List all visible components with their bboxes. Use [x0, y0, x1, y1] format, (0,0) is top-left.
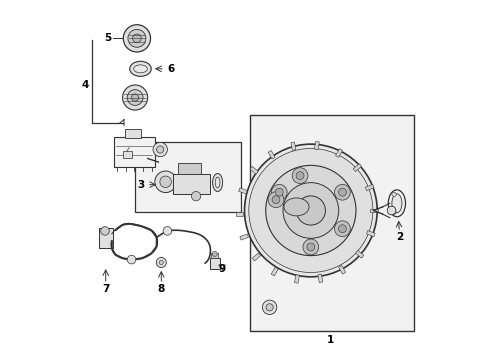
Bar — [366, 231, 374, 237]
Circle shape — [191, 192, 201, 201]
Circle shape — [128, 30, 145, 47]
Ellipse shape — [387, 190, 405, 217]
Bar — [314, 141, 319, 150]
Circle shape — [123, 25, 150, 52]
Text: 7: 7 — [102, 284, 109, 294]
Circle shape — [334, 184, 349, 200]
Bar — [99, 228, 113, 248]
Circle shape — [271, 196, 279, 204]
Bar — [239, 234, 248, 240]
Circle shape — [132, 34, 141, 42]
Bar — [249, 116, 413, 330]
Text: 2: 2 — [395, 232, 402, 242]
Ellipse shape — [391, 194, 401, 213]
Circle shape — [338, 188, 346, 196]
Bar — [172, 174, 210, 194]
Circle shape — [306, 243, 314, 251]
Circle shape — [296, 196, 325, 225]
Bar — [235, 212, 243, 216]
Circle shape — [296, 172, 304, 180]
Circle shape — [160, 176, 171, 188]
Bar — [369, 209, 378, 212]
Bar — [178, 163, 201, 174]
Circle shape — [291, 168, 307, 184]
Circle shape — [391, 192, 395, 197]
Circle shape — [386, 206, 395, 215]
Circle shape — [156, 146, 163, 153]
Bar — [294, 275, 299, 283]
Bar — [335, 149, 342, 157]
Bar — [355, 250, 363, 258]
Bar — [267, 150, 275, 159]
Bar — [238, 188, 247, 194]
Ellipse shape — [129, 61, 151, 76]
Bar — [252, 253, 260, 261]
Text: 1: 1 — [326, 334, 333, 345]
Circle shape — [283, 183, 338, 238]
Ellipse shape — [212, 174, 222, 192]
Circle shape — [153, 142, 167, 157]
Bar — [123, 150, 132, 158]
Text: 8: 8 — [157, 284, 164, 294]
Bar — [271, 267, 278, 276]
Circle shape — [122, 85, 147, 110]
Text: 9: 9 — [218, 264, 225, 274]
Circle shape — [212, 251, 217, 256]
Ellipse shape — [215, 177, 220, 188]
Text: 4: 4 — [81, 80, 88, 90]
Circle shape — [265, 165, 355, 256]
Bar — [209, 258, 219, 269]
Bar — [125, 129, 141, 138]
Circle shape — [262, 300, 276, 315]
Bar — [290, 142, 295, 150]
Circle shape — [303, 239, 318, 255]
Bar — [338, 265, 345, 274]
Circle shape — [156, 257, 166, 267]
Circle shape — [101, 226, 109, 235]
Bar — [135, 142, 241, 212]
Circle shape — [391, 210, 395, 215]
Circle shape — [265, 304, 273, 311]
Circle shape — [248, 148, 372, 273]
Circle shape — [275, 188, 283, 196]
Circle shape — [127, 90, 142, 105]
Circle shape — [267, 192, 284, 208]
Circle shape — [244, 144, 376, 277]
Text: 3: 3 — [137, 180, 144, 190]
Bar — [317, 274, 322, 283]
Text: 5: 5 — [103, 33, 111, 43]
Circle shape — [127, 255, 136, 264]
Bar — [352, 164, 361, 171]
Ellipse shape — [284, 198, 308, 216]
Circle shape — [334, 221, 349, 237]
Circle shape — [131, 94, 139, 101]
Circle shape — [163, 226, 171, 235]
Circle shape — [338, 225, 346, 233]
Circle shape — [155, 171, 176, 193]
Text: 6: 6 — [167, 64, 174, 74]
Circle shape — [159, 260, 163, 265]
Circle shape — [271, 184, 286, 200]
Bar — [113, 137, 155, 167]
Bar — [211, 253, 217, 258]
Bar — [249, 166, 258, 174]
Ellipse shape — [133, 65, 147, 73]
Bar — [365, 184, 373, 190]
